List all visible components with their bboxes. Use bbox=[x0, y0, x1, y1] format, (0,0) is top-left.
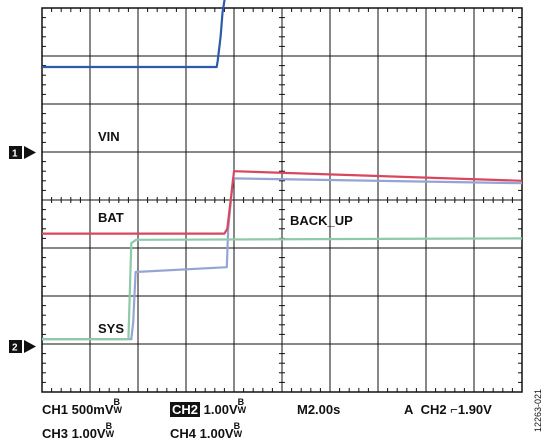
rising-edge-icon: ⌐ bbox=[450, 402, 458, 417]
traces bbox=[42, 0, 523, 341]
figure-id: 12263-021 bbox=[533, 388, 543, 432]
timebase: M2.00s bbox=[297, 402, 341, 417]
channel-1-marker-label: 1 bbox=[12, 149, 18, 160]
series-back-up-line bbox=[42, 237, 523, 341]
trace-label-bat: BAT bbox=[98, 210, 124, 225]
trigger-info: A CH2 ⌐1.90V bbox=[404, 402, 492, 417]
grid bbox=[41, 7, 523, 393]
channel-2-marker-label: 2 bbox=[12, 343, 18, 354]
trace-label-back-up: BACK_UP bbox=[290, 213, 353, 228]
trace-label-vin: VIN bbox=[98, 129, 120, 144]
ch2-highlight: CH2 bbox=[170, 402, 201, 417]
series-bat-line bbox=[42, 170, 523, 235]
series-vin-line bbox=[42, 0, 226, 69]
channel-1-marker: 1 bbox=[9, 146, 36, 160]
trace-label-sys: SYS bbox=[98, 321, 124, 336]
channel-2-marker: 2 bbox=[9, 340, 36, 354]
